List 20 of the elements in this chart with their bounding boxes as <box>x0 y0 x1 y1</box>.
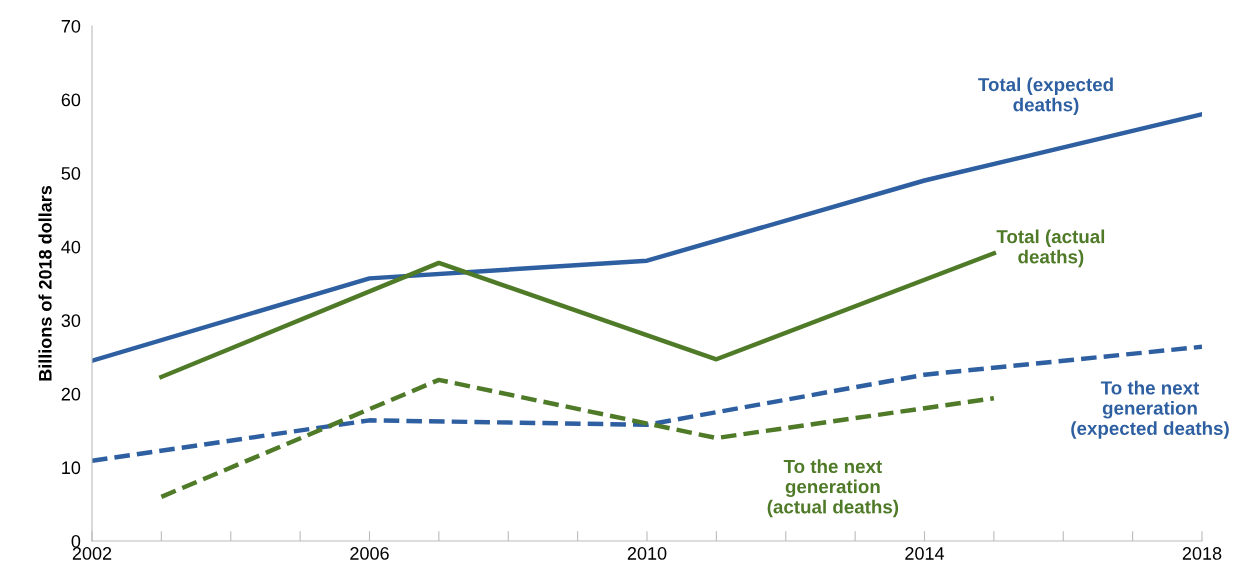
series-label: To the next generation (expected deaths) <box>1071 380 1229 439</box>
y-tick-label: 60 <box>61 93 81 107</box>
series-label: Total (expected deaths) <box>978 77 1113 116</box>
x-tick-label: 2018 <box>1182 547 1222 560</box>
series-label: To the next generation (actual deaths) <box>767 459 899 518</box>
x-tick-label: 2002 <box>72 547 112 560</box>
x-tick-label: 2006 <box>350 547 389 560</box>
line-series <box>159 251 997 380</box>
y-tick-label: 70 <box>61 19 81 33</box>
y-axis-title: Billions of 2018 dollars <box>38 185 52 381</box>
x-tick-label: 2014 <box>905 547 945 560</box>
y-tick-label: 10 <box>62 461 81 475</box>
y-tick-label: 40 <box>61 240 81 254</box>
series-label: Total (actual deaths) <box>996 229 1105 268</box>
y-tick-label: 30 <box>61 314 81 328</box>
y-tick-label: 20 <box>61 387 81 401</box>
x-tick-label: 2010 <box>627 547 667 560</box>
y-tick-label: 50 <box>61 167 81 180</box>
y-tick-label: 0 <box>71 534 81 548</box>
line-series <box>159 377 997 500</box>
